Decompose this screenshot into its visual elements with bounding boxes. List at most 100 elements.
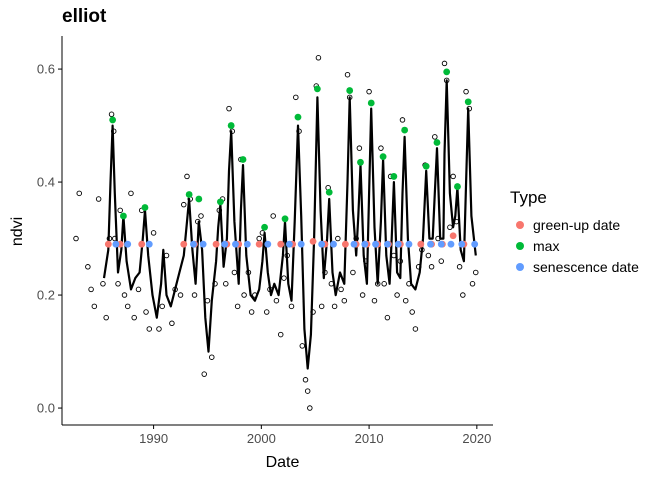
green-up-point bbox=[255, 240, 263, 248]
ndvi-observation-point bbox=[456, 264, 463, 270]
green-up-point bbox=[138, 240, 146, 248]
legend-dot-senescence-date bbox=[516, 262, 524, 271]
ndvi-observation-point bbox=[381, 281, 387, 287]
ndvi-observation-point bbox=[88, 286, 94, 293]
senescence-point bbox=[232, 240, 239, 248]
y-tick-label: 0.2 bbox=[37, 288, 55, 303]
y-tick-label: 0.6 bbox=[37, 62, 55, 77]
ndvi-observation-point bbox=[128, 190, 134, 197]
ndvi-observation-point bbox=[302, 377, 309, 383]
ndvi-observation-point bbox=[201, 371, 207, 377]
ndvi-observation-point bbox=[447, 224, 453, 231]
ndvi-observation-point bbox=[226, 105, 232, 112]
chart-title: elliot bbox=[62, 6, 107, 27]
ndvi-observation-point bbox=[95, 196, 102, 202]
ndvi-observation-point bbox=[263, 309, 270, 315]
smoothed-ndvi-line bbox=[102, 79, 477, 370]
green-up-point bbox=[449, 232, 457, 240]
senescence-point bbox=[285, 240, 293, 248]
ndvi-observation-point bbox=[307, 405, 313, 411]
ndvi-observation-point bbox=[432, 134, 438, 140]
ndvi-observation-point bbox=[288, 303, 295, 310]
legend-item-senescence-date: senescence date bbox=[510, 256, 639, 277]
senescence-point bbox=[447, 240, 455, 248]
green-up-point bbox=[180, 240, 188, 248]
max-point bbox=[261, 223, 268, 231]
y-tick-label: 0.0 bbox=[37, 401, 55, 416]
green-up-point bbox=[104, 240, 112, 248]
ndvi-observation-point bbox=[378, 145, 384, 151]
ndvi-observation-point bbox=[163, 252, 170, 259]
green-up-point bbox=[417, 240, 425, 248]
green-up-point bbox=[277, 240, 285, 248]
ndvi-observation-point bbox=[384, 314, 391, 321]
ndvi-observation-point bbox=[435, 235, 441, 242]
ndvi-observation-point bbox=[443, 77, 450, 84]
ndvi-observation-point bbox=[135, 286, 142, 293]
ndvi-observation-point bbox=[402, 297, 409, 304]
ndvi-observation-point bbox=[328, 281, 335, 287]
ndvi-observation-point bbox=[409, 309, 415, 315]
senescence-point bbox=[318, 240, 326, 248]
ndvi-observation-point bbox=[108, 111, 115, 118]
senescence-point bbox=[384, 240, 391, 248]
max-point bbox=[239, 156, 247, 163]
ndvi-observation-point bbox=[91, 303, 98, 310]
ndvi-observation-point bbox=[346, 94, 353, 101]
max-point bbox=[367, 99, 375, 107]
ndvi-observation-point bbox=[281, 275, 287, 281]
ndvi-observation-point bbox=[406, 281, 412, 287]
ndvi-observation-point bbox=[248, 309, 255, 315]
ndvi-observation-point bbox=[195, 218, 201, 225]
chart-legend: Type green-up date max senescence date bbox=[510, 188, 639, 277]
max-point bbox=[390, 173, 398, 180]
senescence-point bbox=[124, 240, 132, 248]
ndvi-observation-point bbox=[204, 297, 211, 304]
ndvi-observation-point bbox=[106, 235, 113, 242]
ndvi-observation-point bbox=[169, 320, 175, 327]
ndvi-observation-point bbox=[415, 264, 422, 270]
senescence-point bbox=[471, 240, 479, 248]
max-point bbox=[109, 116, 117, 124]
ndvi-observation-point bbox=[473, 269, 479, 276]
x-tick-label: 1990 bbox=[139, 431, 168, 446]
ndvi-observation-point bbox=[172, 286, 178, 293]
legend-item-green-up-date: green-up date bbox=[510, 214, 639, 235]
ndvi-observation-point bbox=[115, 281, 121, 287]
max-point bbox=[357, 158, 364, 166]
max-point bbox=[185, 191, 193, 198]
ndvi-observation-point bbox=[469, 281, 476, 287]
max-point bbox=[195, 195, 203, 203]
ndvi-observation-point bbox=[374, 281, 381, 287]
ndvi-observation-point bbox=[159, 303, 165, 310]
ndvi-observation-point bbox=[229, 128, 235, 134]
ndvi-observation-point bbox=[366, 88, 372, 95]
max-point bbox=[281, 215, 289, 223]
max-point bbox=[422, 162, 430, 170]
ndvi-observation-point bbox=[284, 252, 290, 259]
legend-dot-max bbox=[516, 241, 524, 250]
ndvi-observation-point bbox=[299, 343, 306, 349]
x-tick-label: 2000 bbox=[247, 431, 276, 446]
legend-item-max: max bbox=[510, 235, 639, 256]
x-axis-title: Date bbox=[266, 454, 300, 471]
ndvi-observation-point bbox=[397, 258, 404, 264]
ndvi-observation-point bbox=[399, 117, 406, 123]
legend-dot-green-up-date bbox=[516, 220, 524, 229]
ndvi-observation-point bbox=[453, 218, 460, 225]
ndvi-observation-point bbox=[304, 388, 311, 394]
green-up-point bbox=[341, 240, 349, 248]
ndvi-observation-point bbox=[335, 235, 341, 242]
ndvi-observation-point bbox=[216, 207, 223, 214]
senescence-point bbox=[405, 240, 413, 248]
ndvi-observation-point bbox=[412, 326, 419, 332]
max-point bbox=[216, 198, 224, 206]
max-point bbox=[464, 98, 472, 106]
ndvi-observation-point bbox=[223, 281, 229, 287]
x-tick-label: 2020 bbox=[462, 431, 491, 446]
ndvi-observation-point bbox=[293, 94, 299, 101]
max-point bbox=[227, 122, 235, 129]
senescence-point bbox=[361, 240, 369, 248]
ndvi-observation-point bbox=[245, 269, 252, 276]
senescence-point bbox=[372, 240, 379, 248]
